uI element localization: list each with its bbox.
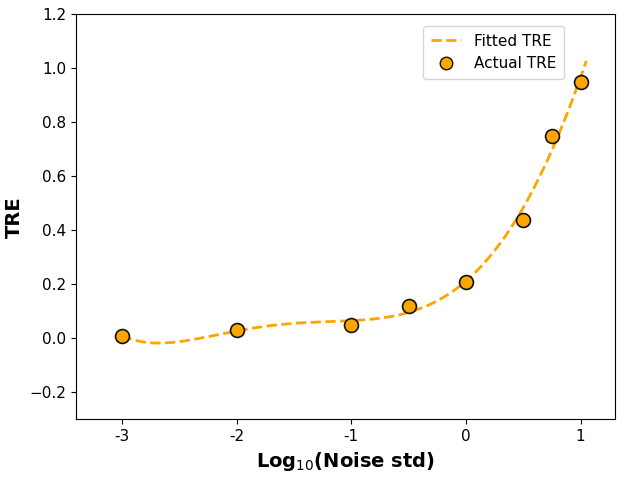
Point (231, 326, 242, 334)
Legend: Fitted TRE, Actual TRE: Fitted TRE, Actual TRE (424, 26, 564, 79)
Point (547, 132, 557, 140)
Point (346, 321, 356, 329)
Point (518, 216, 528, 224)
Point (403, 302, 413, 310)
Y-axis label: TRE: TRE (5, 196, 24, 238)
Point (576, 78, 586, 86)
X-axis label: Log$_{10}$(Noise std): Log$_{10}$(Noise std) (256, 450, 435, 473)
Point (117, 332, 127, 339)
Point (461, 278, 471, 285)
